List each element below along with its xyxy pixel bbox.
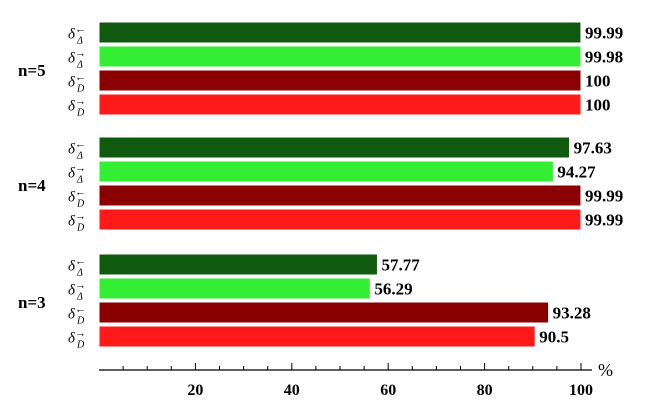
x-axis-unit: %	[598, 360, 613, 380]
bar	[98, 21, 582, 44]
bar	[98, 208, 582, 231]
value-label: 94.27	[557, 163, 596, 182]
value-label: 90.5	[539, 328, 569, 347]
bar	[98, 69, 582, 92]
bar	[98, 93, 582, 116]
bars-layer	[98, 21, 582, 348]
bar	[98, 160, 554, 183]
value-label: 57.77	[381, 256, 420, 275]
series-label: δ→ D	[68, 211, 86, 234]
bar	[98, 136, 571, 159]
value-label: 99.99	[585, 187, 623, 206]
series-label: δ→ D	[68, 96, 86, 119]
series-label: δ← D	[68, 72, 86, 95]
series-label: δ→ D	[68, 328, 86, 351]
value-label: 93.28	[553, 304, 591, 323]
series-label: δ← Δ	[68, 24, 86, 47]
labels-layer: n=5 99.99 δ← Δ 99.98 δ→ Δ 100 δ← D 100 δ→ D n=4 97.63 δ…	[18, 24, 623, 351]
bar	[98, 253, 378, 276]
value-label: 100	[585, 72, 611, 91]
value-label: 99.99	[585, 24, 623, 43]
group-label: n=4	[18, 176, 46, 195]
value-label: 99.98	[585, 48, 623, 67]
value-label: 97.63	[574, 139, 612, 158]
series-label: δ→ Δ	[68, 48, 86, 71]
series-label: δ→ Δ	[68, 280, 86, 303]
series-label: δ← D	[68, 304, 86, 327]
value-label: 56.29	[374, 280, 412, 299]
series-label: δ← Δ	[68, 139, 86, 162]
group-label: n=3	[18, 293, 46, 312]
series-label: δ→ Δ	[68, 163, 86, 186]
x-axis: 20 40 60 80 100%	[99, 360, 613, 399]
x-tick-label: 100	[569, 382, 593, 399]
bar	[98, 325, 536, 348]
bar	[98, 184, 582, 207]
group-label: n=5	[18, 61, 46, 80]
bar	[98, 45, 582, 68]
series-label: δ← Δ	[68, 256, 86, 279]
x-tick-label: 20	[187, 382, 203, 399]
series-label: δ← D	[68, 187, 86, 210]
x-tick-label: 40	[284, 382, 300, 399]
x-tick-label: 60	[380, 382, 396, 399]
value-label: 99.99	[585, 211, 623, 230]
bar	[98, 301, 550, 324]
bar	[98, 277, 371, 300]
x-tick-label: 80	[477, 382, 493, 399]
value-label: 100	[585, 96, 611, 115]
